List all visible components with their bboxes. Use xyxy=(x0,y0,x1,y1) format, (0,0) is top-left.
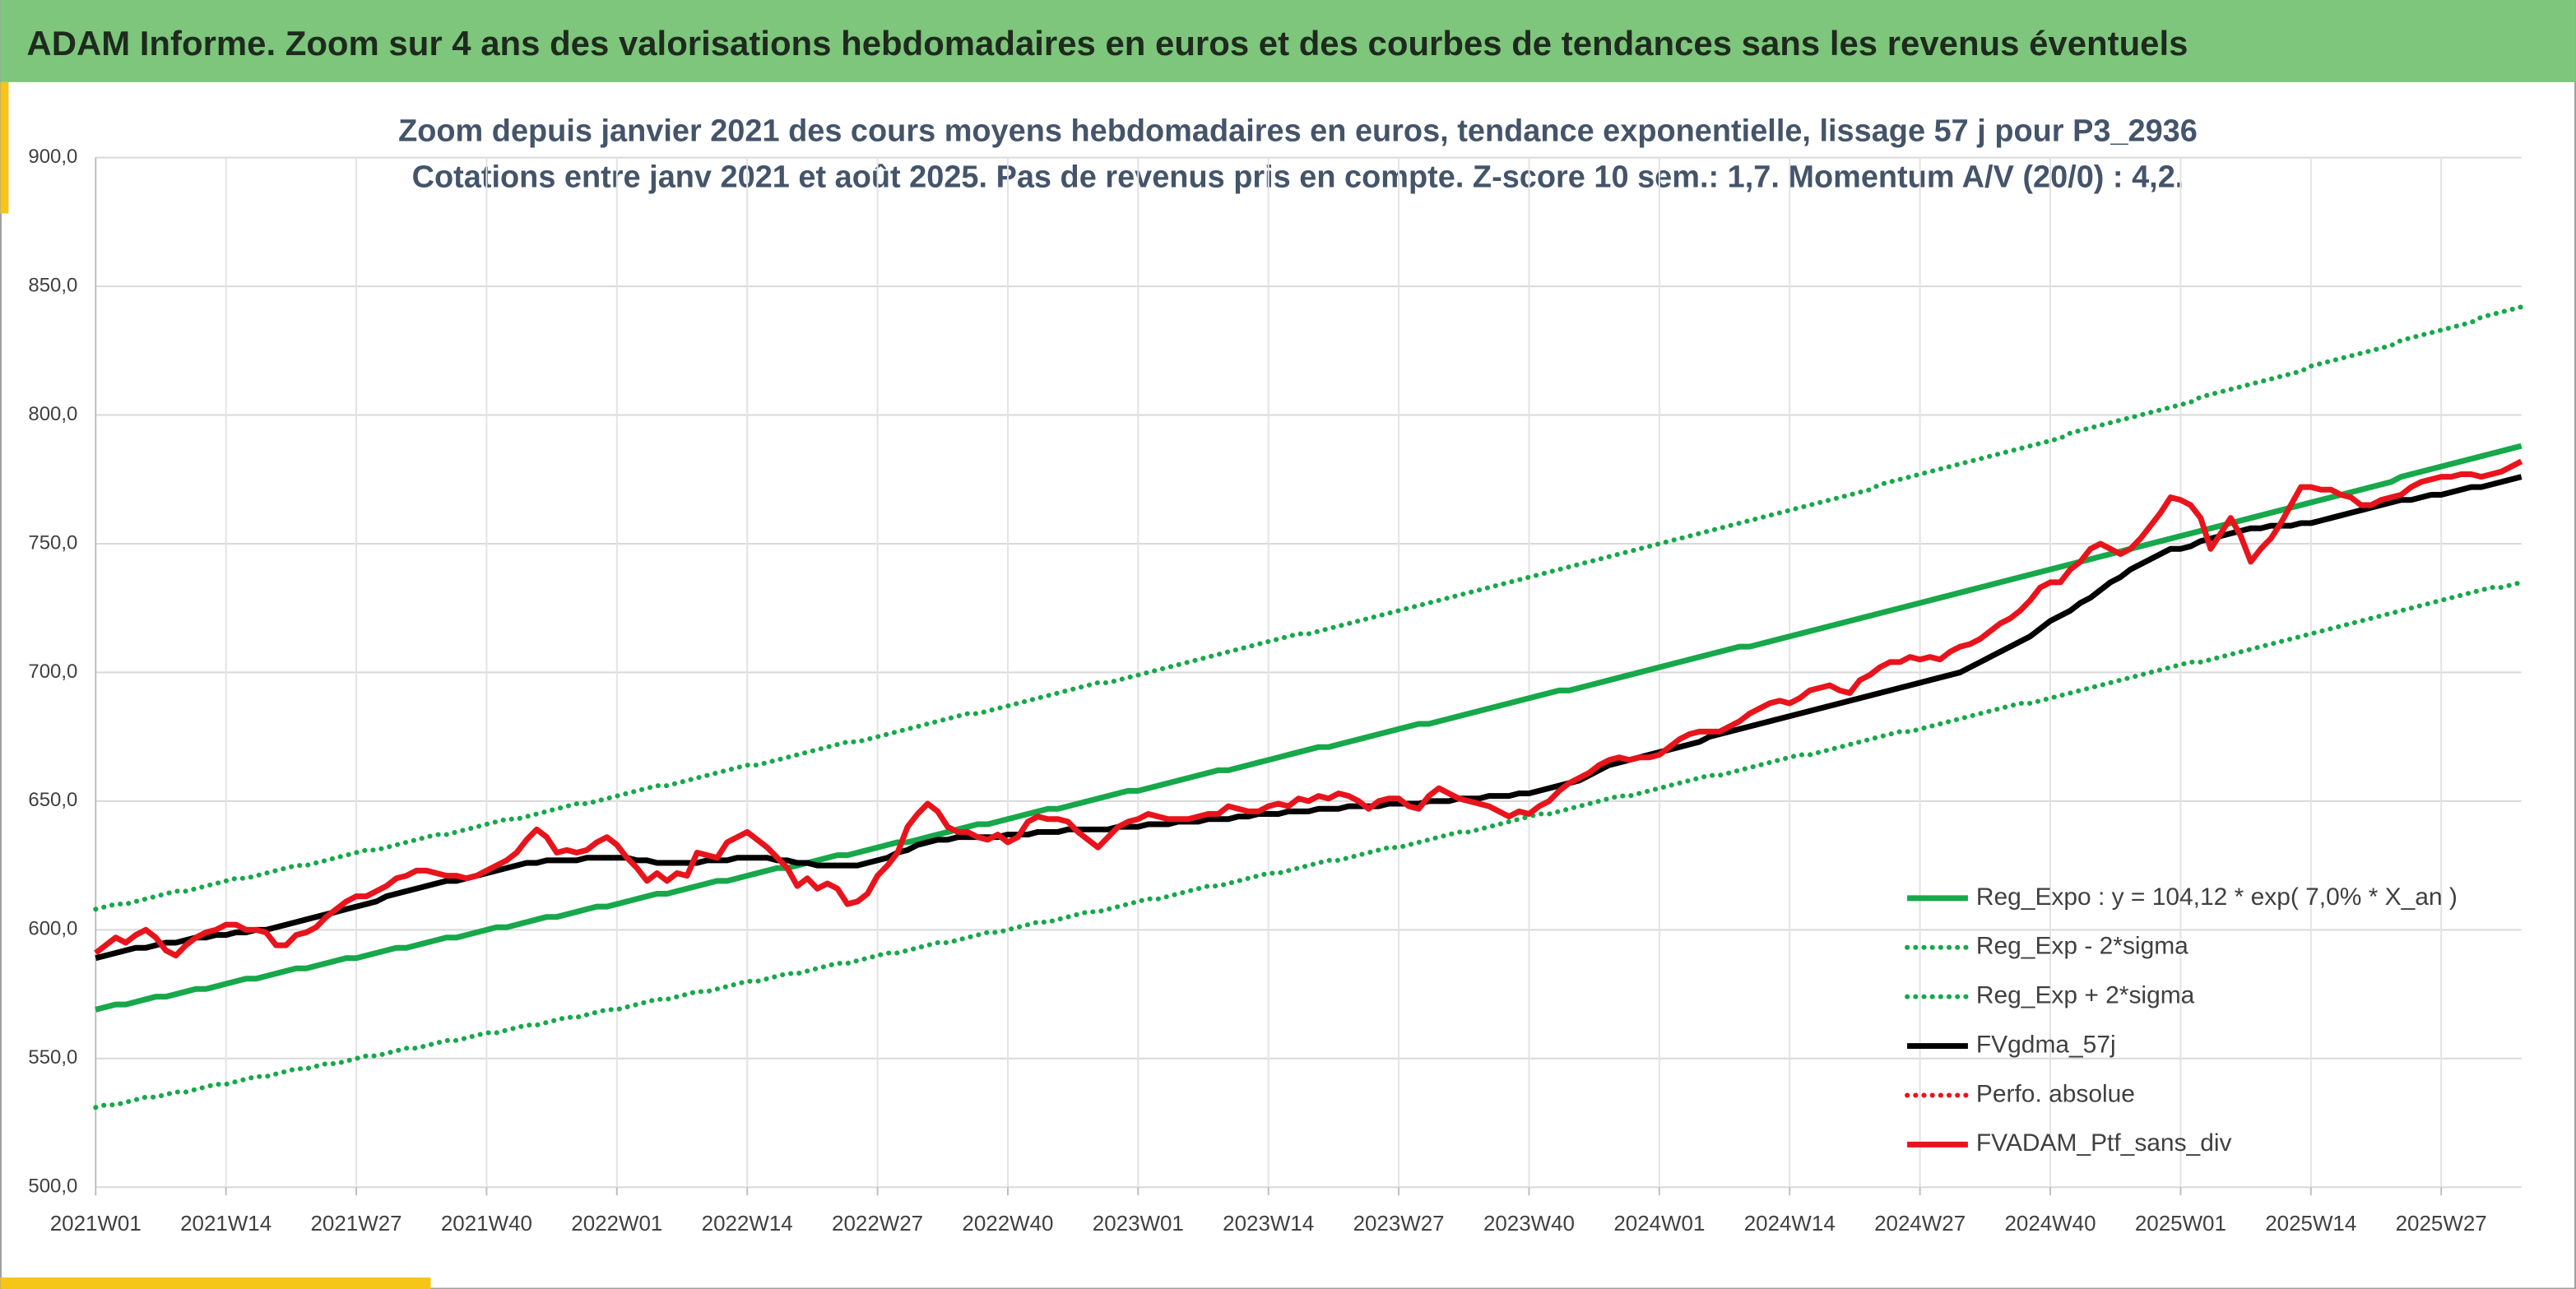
x-tick-label: 2021W27 xyxy=(311,1212,402,1236)
y-tick-label: 750,0 xyxy=(28,531,77,554)
legend-label: FVADAM_Ptf_sans_div xyxy=(1976,1129,2232,1157)
y-tick-label: 500,0 xyxy=(28,1175,77,1198)
x-tick-label: 2024W27 xyxy=(1874,1212,1966,1236)
series-line xyxy=(95,474,2523,962)
x-tick-label: 2022W40 xyxy=(962,1212,1053,1236)
y-tick-label: 800,0 xyxy=(28,403,77,425)
grid: 500,0 550,0 600,0 650,0 700,0 750,0 800,0 850,0… xyxy=(28,146,2522,1236)
x-tick-label: 2023W01 xyxy=(1093,1212,1184,1236)
y-tick-label: 850,0 xyxy=(28,274,77,296)
legend-label: Perfo. absolue xyxy=(1976,1080,2135,1107)
y-tick-label: 650,0 xyxy=(28,789,77,811)
accent-bottom xyxy=(0,1277,431,1289)
legend: Reg_Expo : y = 104,12 * exp( 7,0% * X_an… xyxy=(1905,883,2458,1157)
x-tick-label: 2022W01 xyxy=(571,1212,662,1236)
y-tick-label: 550,0 xyxy=(28,1046,77,1069)
plot xyxy=(93,304,2524,1110)
series-line xyxy=(93,579,2524,1110)
x-tick-label: 2025W14 xyxy=(2265,1212,2356,1236)
legend-label: Reg_Exp + 2*sigma xyxy=(1976,982,2195,1009)
y-tick-label: 700,0 xyxy=(28,661,77,683)
chart-subtitle: Cotations entre janv 2021 et août 2025. … xyxy=(412,160,2184,195)
x-tick-label: 2023W27 xyxy=(1353,1212,1445,1236)
x-tick-label: 2023W40 xyxy=(1483,1212,1575,1236)
header-bar xyxy=(0,0,2576,82)
x-tick-label: 2024W14 xyxy=(1744,1212,1836,1236)
x-tick-label: 2022W14 xyxy=(702,1212,793,1236)
x-tick-label: 2021W14 xyxy=(180,1212,272,1236)
legend-label: Reg_Expo : y = 104,12 * exp( 7,0% * X_an… xyxy=(1976,883,2458,911)
x-tick-label: 2024W01 xyxy=(1613,1212,1705,1236)
x-tick-label: 2021W01 xyxy=(50,1212,142,1236)
x-tick-label: 2024W40 xyxy=(2004,1212,2096,1236)
x-tick-label: 2025W27 xyxy=(2396,1212,2487,1236)
x-tick-label: 2022W27 xyxy=(832,1212,923,1236)
chart-subtitle: Zoom depuis janvier 2021 des cours moyen… xyxy=(398,114,2198,149)
series-line xyxy=(94,458,2523,959)
accent-left xyxy=(0,81,9,214)
y-tick-label: 900,0 xyxy=(28,146,77,168)
x-tick-label: 2021W40 xyxy=(441,1212,532,1236)
x-tick-label: 2023W14 xyxy=(1223,1212,1314,1236)
legend-label: FVgdma_57j xyxy=(1976,1031,2116,1058)
chart-title: ADAM Informe. Zoom sur 4 ans des valoris… xyxy=(26,24,2188,63)
y-tick-label: 600,0 xyxy=(28,918,77,940)
legend-label: Reg_Exp - 2*sigma xyxy=(1976,933,2188,960)
series-line xyxy=(93,304,2524,912)
x-tick-label: 2025W01 xyxy=(2135,1212,2226,1236)
